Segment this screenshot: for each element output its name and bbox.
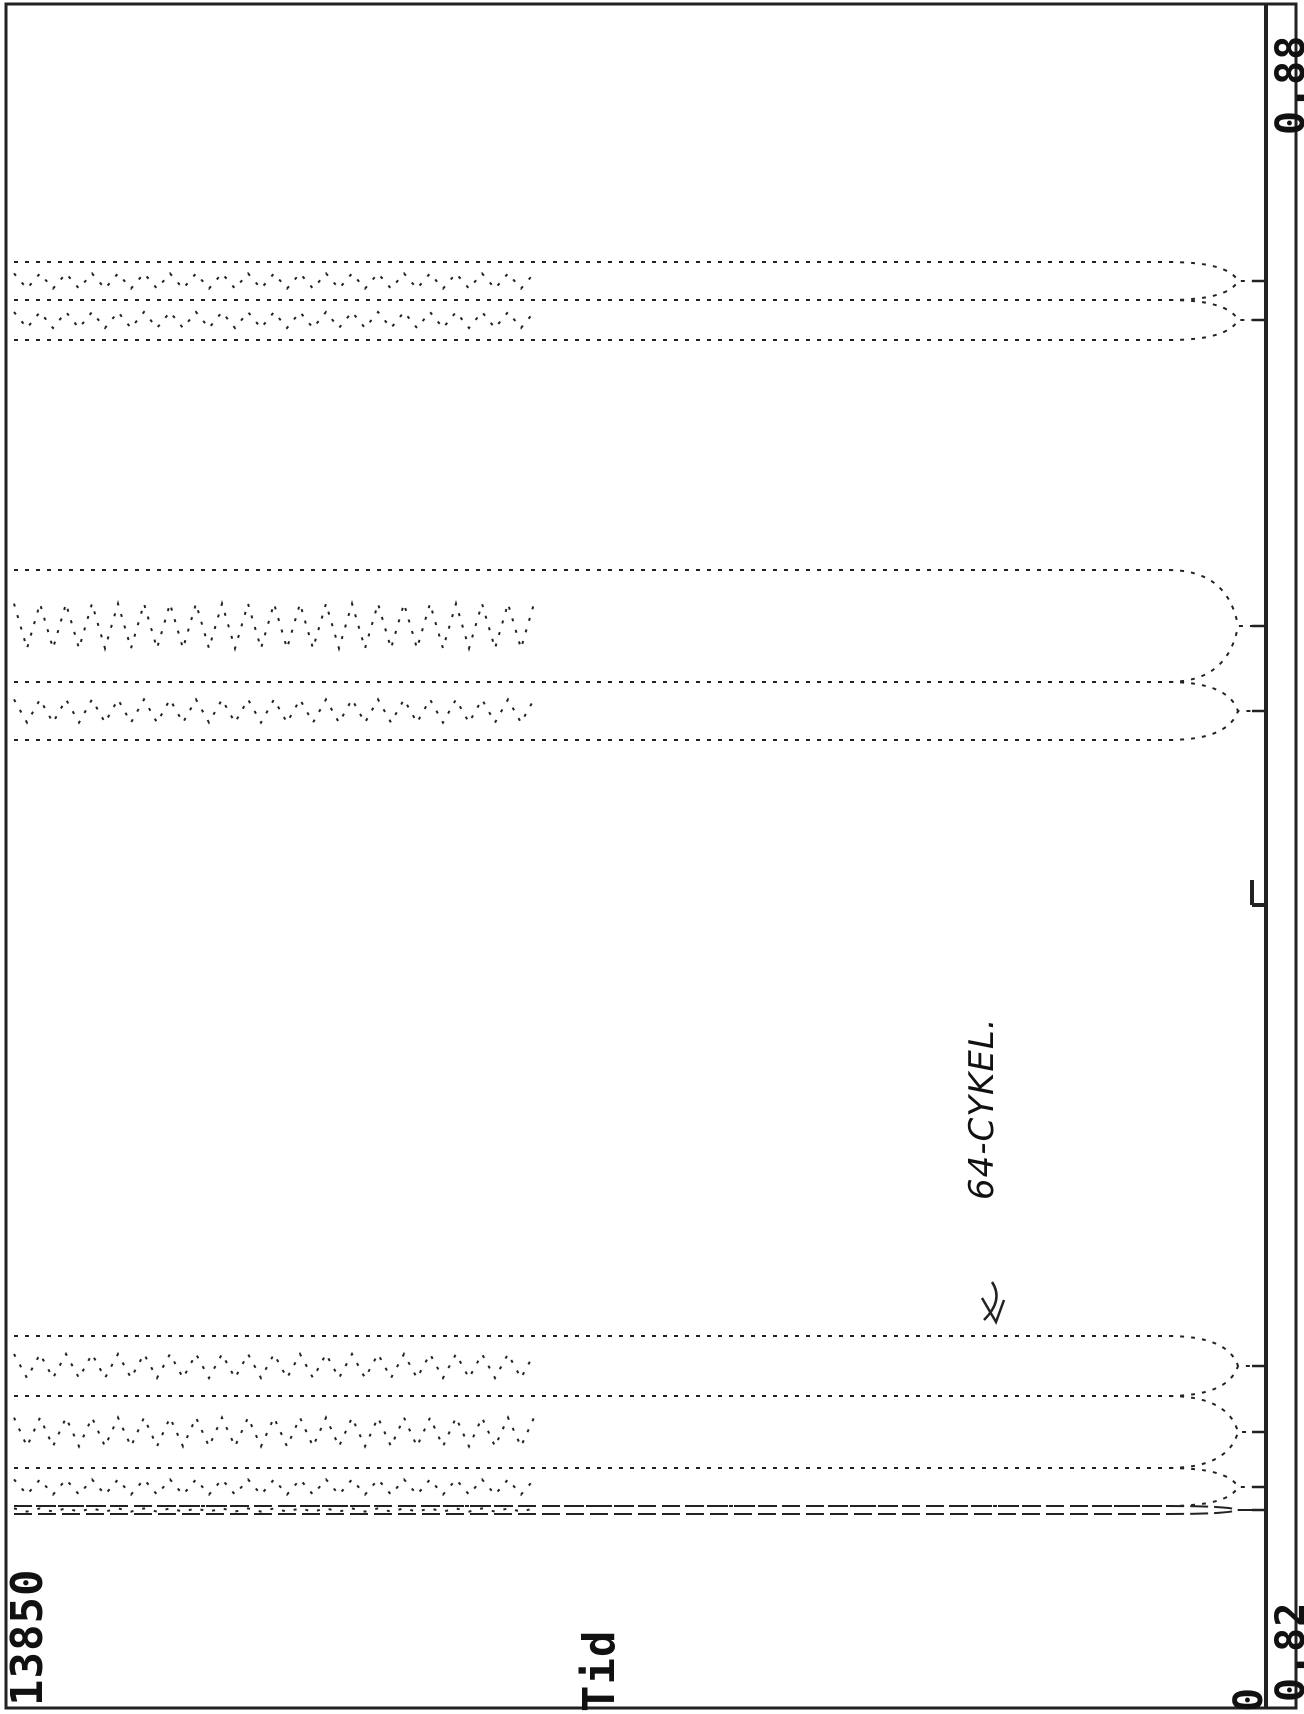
trace-line-lower (14, 319, 1239, 341)
trace-band-3 (13, 1335, 1258, 1397)
trace-band-0 (13, 1505, 1258, 1515)
trace-scatter (13, 310, 535, 330)
trace-line-upper (14, 569, 1258, 627)
trace-line-lower (14, 1365, 1239, 1397)
trace-band-4 (13, 681, 1258, 741)
time-max-label: 13850 (2, 1568, 53, 1706)
arrow-icon (980, 1281, 1006, 1325)
plot-frame (4, 2, 1298, 1710)
trace-band-6 (13, 299, 1258, 341)
trace-line-upper (14, 1395, 1258, 1433)
trace-line-upper (14, 1467, 1258, 1488)
trace-scatter (13, 271, 535, 291)
trace-scatter (13, 1351, 535, 1381)
trace-line-lower (14, 1509, 1239, 1515)
trace-line-lower (14, 710, 1239, 741)
trace-band-1 (13, 1467, 1258, 1507)
trace-line-lower (14, 1486, 1239, 1507)
x-axis-label: Tid (574, 1629, 625, 1712)
annotation-label: 64-CYKEL. (962, 1017, 1002, 1200)
trace-scatter (13, 697, 535, 725)
trace-line-upper (14, 299, 1258, 321)
y-max-label: 0.88 (1268, 34, 1304, 135)
trace-line-lower (14, 280, 1239, 301)
trace-line-upper (14, 681, 1258, 712)
trace-line-upper (14, 1335, 1258, 1367)
trace-scatter (13, 600, 535, 652)
time-min-label: 0 (1226, 1686, 1272, 1712)
y-min-label: 0.82 (1268, 1601, 1304, 1702)
trace-band-7 (13, 261, 1258, 301)
trace-band-5 (13, 569, 1258, 683)
trace-line-lower (14, 625, 1239, 683)
trace-band-2 (13, 1395, 1258, 1469)
trace-line-lower (14, 1431, 1239, 1469)
mid-marker (1250, 880, 1268, 907)
trace-scatter (13, 1477, 535, 1497)
trace-line-upper (14, 261, 1258, 282)
trace-scatter (13, 1507, 535, 1513)
trace-scatter (13, 1415, 535, 1449)
